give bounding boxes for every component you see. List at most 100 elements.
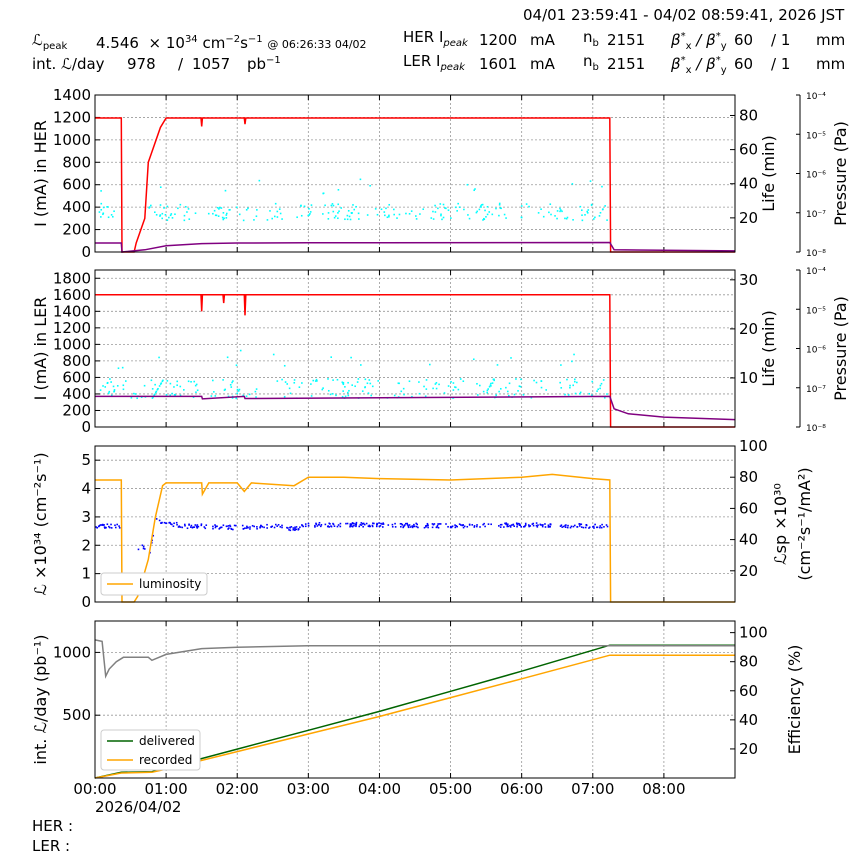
specific-point <box>431 523 434 525</box>
life-point <box>478 384 481 387</box>
life-point <box>458 206 461 209</box>
life-point <box>232 380 234 382</box>
specific-point <box>256 526 258 528</box>
life-point <box>316 380 318 382</box>
footer-her: HER : <box>32 817 74 835</box>
specific-point <box>114 524 116 527</box>
specific-point <box>426 522 429 525</box>
life-point <box>452 389 455 391</box>
specific-point <box>427 526 429 529</box>
specific-point <box>503 526 505 528</box>
specific-point <box>110 527 113 529</box>
life-point <box>506 390 509 393</box>
life-point <box>498 203 501 206</box>
life-point <box>106 381 109 384</box>
life-point <box>102 212 105 215</box>
ler-nb-sub: b <box>592 62 599 73</box>
life-point <box>347 394 350 397</box>
specific-point <box>100 524 103 526</box>
life-point <box>168 216 170 219</box>
life-point <box>166 205 169 208</box>
life-point <box>496 364 499 366</box>
lpeak-row: ℒpeak <box>32 31 67 56</box>
her-peak-text: HER I <box>403 28 444 46</box>
life-point <box>498 202 501 205</box>
life-point <box>415 218 418 220</box>
life-point <box>592 218 595 220</box>
life-point <box>462 380 465 383</box>
y-tick-label: 1000 <box>53 131 91 149</box>
life-point <box>400 390 403 393</box>
specific-point <box>95 526 97 528</box>
lpeak-unit-exp2: −1 <box>247 34 263 45</box>
life-point <box>164 214 167 216</box>
specific-point <box>579 523 582 526</box>
life-point <box>434 383 437 385</box>
y-tick-label: 500 <box>62 706 91 724</box>
life-point <box>590 204 593 206</box>
life-point <box>357 378 360 380</box>
specific-point <box>214 524 216 526</box>
specific-point <box>473 525 476 527</box>
specific-point <box>413 523 415 526</box>
specific-point <box>382 523 385 525</box>
y-tick-label: 800 <box>62 352 91 370</box>
specific-point <box>219 527 221 529</box>
life-point <box>388 203 391 206</box>
pressure-tick-label: 10⁻⁶ <box>806 171 826 181</box>
specific-point <box>362 525 364 528</box>
specific-point <box>512 523 515 526</box>
life-point <box>408 213 411 215</box>
life-point <box>332 379 334 381</box>
lpeak-mult: × 10 <box>148 34 185 52</box>
life-point <box>223 389 226 391</box>
life-point <box>567 394 570 396</box>
life-point <box>606 219 608 221</box>
life-point <box>606 393 608 395</box>
specific-point <box>316 525 319 527</box>
y-right-tick-label: 40 <box>739 711 758 729</box>
life-point <box>177 207 179 210</box>
specific-point <box>105 526 107 529</box>
life-point <box>603 396 606 399</box>
life-point <box>236 388 239 391</box>
life-point <box>312 379 315 382</box>
life-point <box>572 219 574 221</box>
life-point <box>579 392 581 395</box>
life-point <box>296 216 298 219</box>
life-point <box>195 391 197 394</box>
life-point <box>314 380 317 382</box>
life-point <box>540 380 543 382</box>
y-tick-label: 1000 <box>53 335 91 353</box>
life-point <box>242 394 244 397</box>
specific-point <box>391 523 394 526</box>
specific-point <box>505 522 508 524</box>
x-tick-label: 06:00 <box>500 780 543 798</box>
life-point <box>434 204 436 207</box>
life-point <box>99 389 102 391</box>
specific-point <box>110 523 112 526</box>
life-point <box>423 385 425 388</box>
specific-point <box>439 523 442 525</box>
current-line <box>95 294 735 428</box>
life-point <box>102 213 104 216</box>
life-point <box>308 207 310 210</box>
specific-point <box>353 522 355 525</box>
specific-point <box>99 524 102 526</box>
specific-point <box>528 525 530 528</box>
life-point <box>159 215 161 217</box>
specific-point <box>415 522 418 525</box>
life-point <box>474 188 476 190</box>
specific-point <box>391 525 394 528</box>
life-point <box>602 379 605 381</box>
life-point <box>439 203 442 205</box>
specific-point <box>462 526 465 529</box>
life-point <box>107 392 110 395</box>
life-point <box>150 204 152 207</box>
life-point <box>279 212 282 215</box>
specific-point <box>220 526 223 529</box>
life-point <box>380 208 383 211</box>
life-point <box>515 378 517 380</box>
y-axis-label: I (mA) in HER <box>31 120 50 227</box>
life-point <box>309 211 312 213</box>
